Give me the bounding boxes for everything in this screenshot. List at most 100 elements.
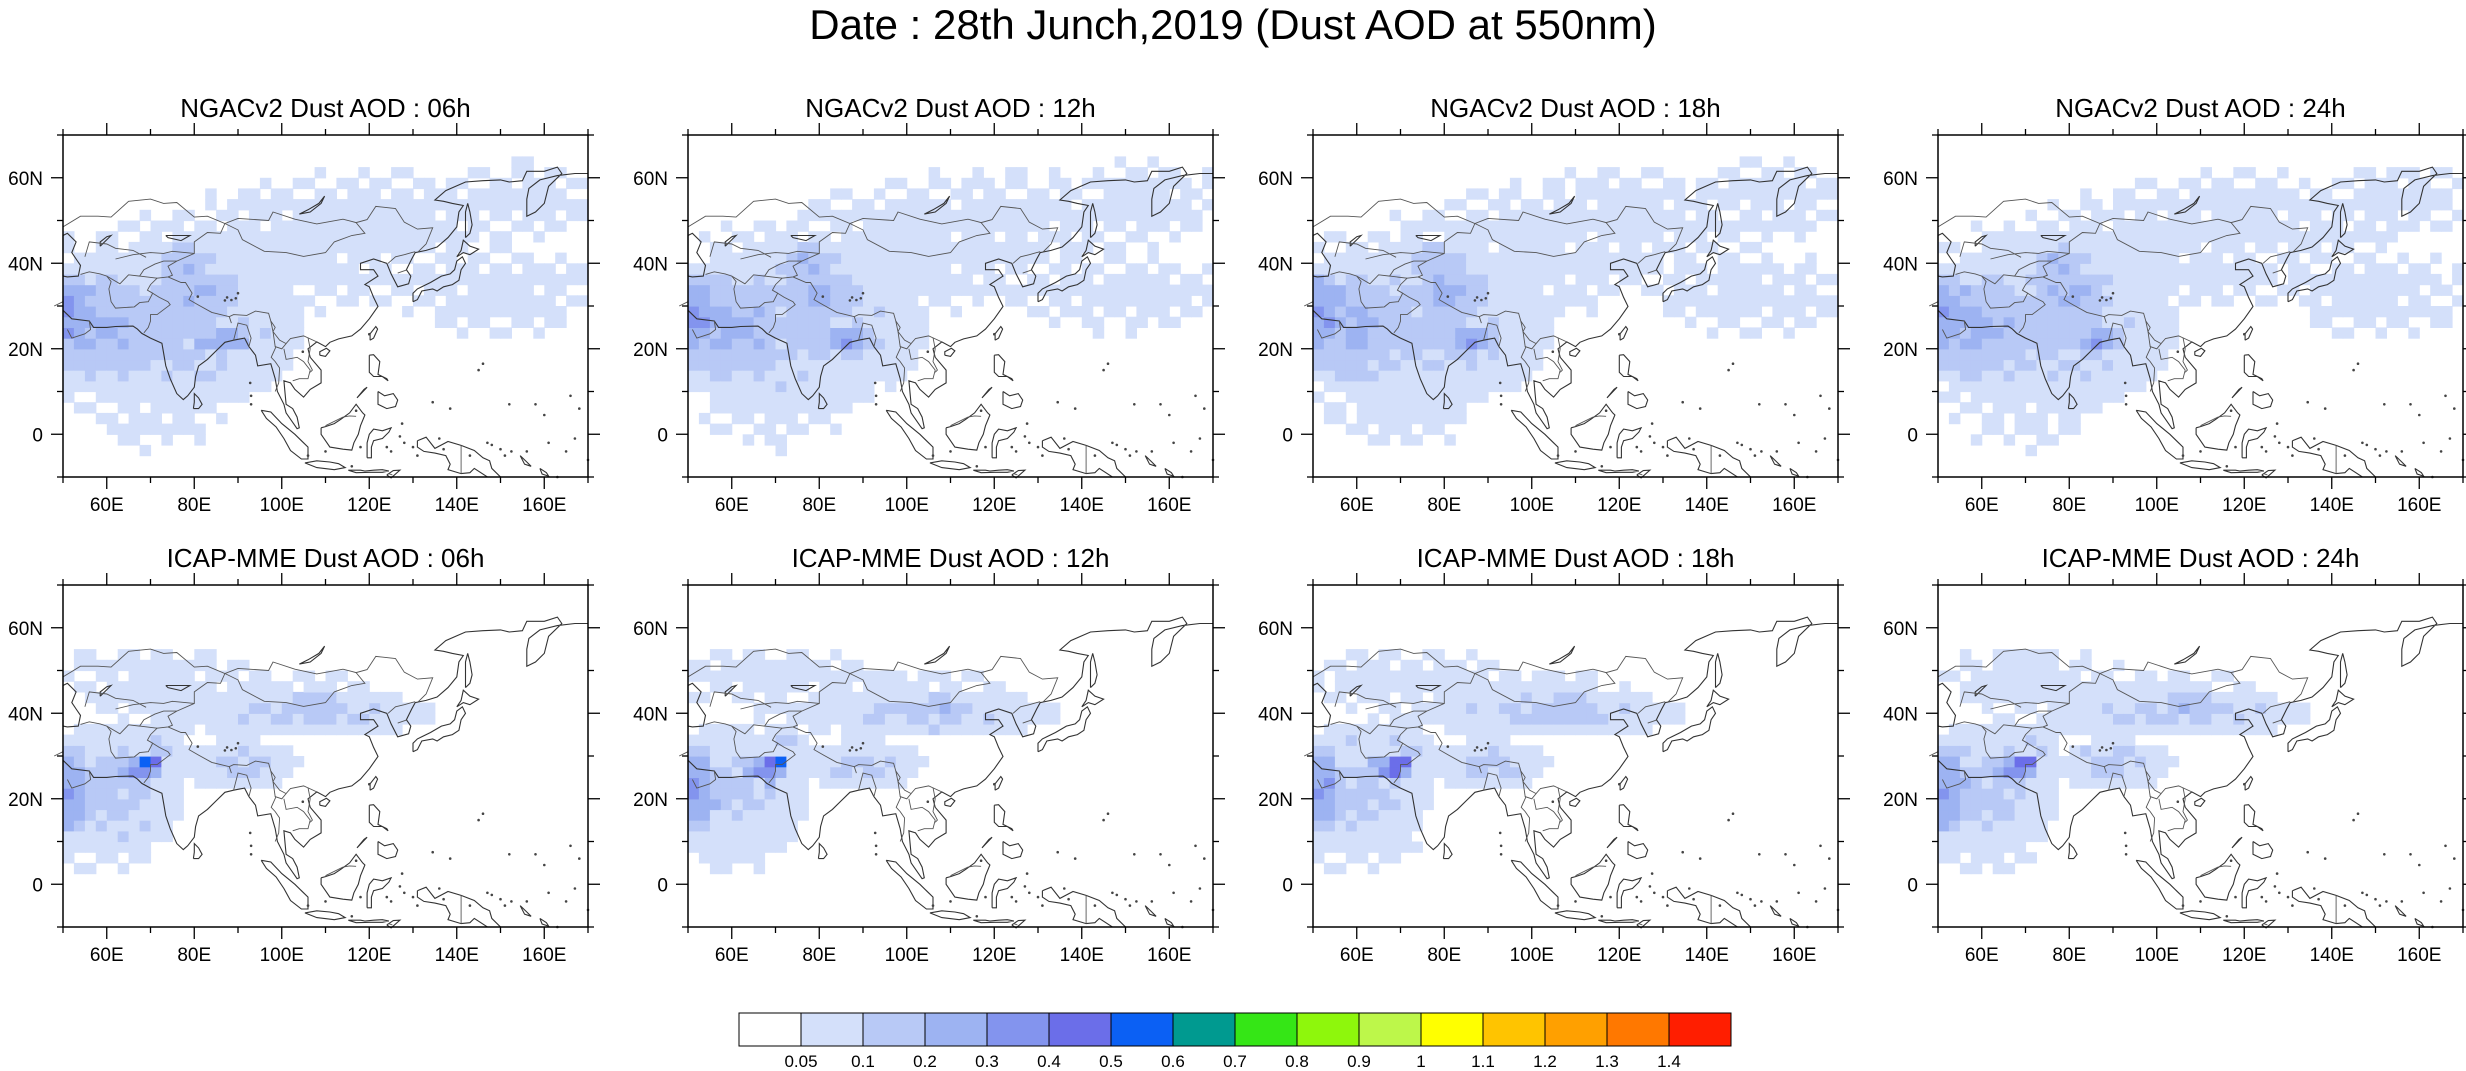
x-tick-label: 60E bbox=[1965, 945, 1999, 966]
dust-aod-field bbox=[1938, 649, 2311, 875]
axis-ticks bbox=[1926, 123, 2466, 489]
x-tick-label: 100E bbox=[260, 945, 304, 966]
y-tick-label: 60N bbox=[8, 169, 43, 190]
y-tick-label: 0 bbox=[1907, 875, 1918, 896]
x-tick-label: 80E bbox=[2052, 495, 2086, 516]
axis-ticks bbox=[676, 123, 1225, 489]
axis-ticks bbox=[1301, 123, 1850, 489]
coastlines bbox=[54, 166, 590, 479]
colorbar-box bbox=[924, 1012, 988, 1047]
y-tick-label: 0 bbox=[1282, 875, 1293, 896]
colorbar-label: 1.1 bbox=[1471, 1052, 1495, 1071]
x-tick-label: 100E bbox=[885, 945, 929, 966]
colorbar-box bbox=[738, 1012, 802, 1047]
y-tick-label: 0 bbox=[32, 875, 43, 896]
x-tick-label: 60E bbox=[1965, 495, 1999, 516]
colorbar-label: 0.1 bbox=[851, 1052, 875, 1071]
y-tick-label: 0 bbox=[1282, 425, 1293, 446]
x-tick-label: 120E bbox=[1597, 495, 1641, 516]
y-tick-label: 40N bbox=[1883, 254, 1918, 275]
dust-aod-field bbox=[688, 649, 1061, 875]
colorbar-label: 0.05 bbox=[784, 1052, 818, 1071]
x-tick-label: 160E bbox=[1147, 495, 1191, 516]
axis-ticks bbox=[1926, 573, 2466, 939]
dust-aod-map: 60E 80E 100E 120E 140E 160E 0 20N 40N 60N bbox=[633, 123, 1225, 516]
panel-title: ICAP-MME Dust AOD : 12h bbox=[791, 543, 1110, 573]
coastlines bbox=[1304, 616, 1840, 929]
dust-aod-map: 60E 80E 100E 120E 140E 160E 0 20N 40N 60N bbox=[8, 123, 600, 516]
x-tick-label: 140E bbox=[1685, 945, 1729, 966]
x-tick-label: 140E bbox=[435, 945, 479, 966]
x-tick-label: 100E bbox=[1510, 945, 1554, 966]
x-tick-label: 120E bbox=[1597, 945, 1641, 966]
y-tick-label: 0 bbox=[1907, 425, 1918, 446]
colorbar-box bbox=[1172, 1012, 1236, 1047]
dust-aod-field bbox=[63, 156, 589, 457]
colorbar-label: 0.5 bbox=[1099, 1052, 1123, 1071]
axis-ticks bbox=[51, 123, 600, 489]
colorbar-label: 0.7 bbox=[1223, 1052, 1247, 1071]
y-tick-label: 40N bbox=[633, 254, 668, 275]
y-tick-label: 20N bbox=[633, 790, 668, 811]
dust-aod-map: 60E 80E 100E 120E 140E 160E 0 20N 40N 60N bbox=[633, 573, 1225, 966]
x-tick-label: 120E bbox=[347, 495, 391, 516]
coastlines bbox=[1929, 616, 2465, 929]
colorbar-box bbox=[1420, 1012, 1484, 1047]
colorbar-label: 1 bbox=[1416, 1052, 1426, 1071]
y-tick-label: 20N bbox=[1258, 340, 1293, 361]
x-tick-label: 80E bbox=[2052, 945, 2086, 966]
y-tick-label: 60N bbox=[1883, 619, 1918, 640]
y-tick-label: 0 bbox=[657, 425, 668, 446]
colorbar-box bbox=[1358, 1012, 1422, 1047]
dust-aod-map: 60E 80E 100E 120E 140E 160E 0 20N 40N 60N bbox=[8, 573, 600, 966]
dust-aod-map: 60E 80E 100E 120E 140E 160E 0 20N 40N 60N bbox=[1258, 123, 1850, 516]
dust-aod-field bbox=[688, 156, 1214, 457]
x-tick-label: 60E bbox=[90, 945, 124, 966]
colorbar-label: 0.4 bbox=[1037, 1052, 1061, 1071]
colorbar-box bbox=[1668, 1012, 1732, 1047]
coastlines bbox=[679, 616, 1215, 929]
coastlines bbox=[679, 166, 1215, 479]
dust-aod-map: 60E 80E 100E 120E 140E 160E 0 20N 40N 60N bbox=[1883, 123, 2466, 516]
y-tick-label: 0 bbox=[32, 425, 43, 446]
colorbar-box bbox=[1110, 1012, 1174, 1047]
x-tick-label: 80E bbox=[1427, 495, 1461, 516]
y-tick-label: 20N bbox=[8, 790, 43, 811]
colorbar-label: 0.8 bbox=[1285, 1052, 1309, 1071]
colorbar-box bbox=[1234, 1012, 1298, 1047]
y-tick-label: 60N bbox=[633, 169, 668, 190]
y-tick-label: 40N bbox=[8, 254, 43, 275]
y-tick-label: 20N bbox=[1883, 340, 1918, 361]
x-tick-label: 160E bbox=[2397, 945, 2441, 966]
colorbar-label: 1.4 bbox=[1657, 1052, 1681, 1071]
y-tick-label: 20N bbox=[633, 340, 668, 361]
coastlines bbox=[1929, 166, 2465, 479]
colorbar-box bbox=[1482, 1012, 1546, 1047]
colorbar-label: 0.3 bbox=[975, 1052, 999, 1071]
x-tick-label: 120E bbox=[347, 945, 391, 966]
y-tick-label: 20N bbox=[1883, 790, 1918, 811]
x-tick-label: 60E bbox=[715, 495, 749, 516]
y-tick-label: 60N bbox=[1258, 619, 1293, 640]
colorbar-box bbox=[1606, 1012, 1670, 1047]
panel-title: NGACv2 Dust AOD : 18h bbox=[1430, 93, 1721, 123]
axis-ticks bbox=[1301, 573, 1850, 939]
x-tick-label: 160E bbox=[1772, 945, 1816, 966]
dust-aod-map: 60E 80E 100E 120E 140E 160E 0 20N 40N 60N bbox=[1883, 573, 2466, 966]
y-tick-label: 40N bbox=[1883, 704, 1918, 725]
x-tick-label: 140E bbox=[2310, 495, 2354, 516]
dust-aod-map: 60E 80E 100E 120E 140E 160E 0 20N 40N 60N bbox=[1258, 573, 1850, 966]
x-tick-label: 60E bbox=[1340, 495, 1374, 516]
colorbar-boxes bbox=[738, 1012, 1732, 1047]
y-tick-label: 40N bbox=[1258, 704, 1293, 725]
x-tick-label: 100E bbox=[2135, 495, 2179, 516]
figure-title: Date : 28th Junch,2019 (Dust AOD at 550n… bbox=[809, 1, 1657, 48]
colorbar-box bbox=[1296, 1012, 1360, 1047]
dust-aod-field bbox=[1313, 649, 1686, 875]
x-tick-label: 140E bbox=[1060, 495, 1104, 516]
colorbar-label: 0.6 bbox=[1161, 1052, 1185, 1071]
x-tick-label: 60E bbox=[715, 945, 749, 966]
x-tick-label: 120E bbox=[2222, 495, 2266, 516]
x-tick-label: 60E bbox=[1340, 945, 1374, 966]
y-tick-label: 20N bbox=[8, 340, 43, 361]
